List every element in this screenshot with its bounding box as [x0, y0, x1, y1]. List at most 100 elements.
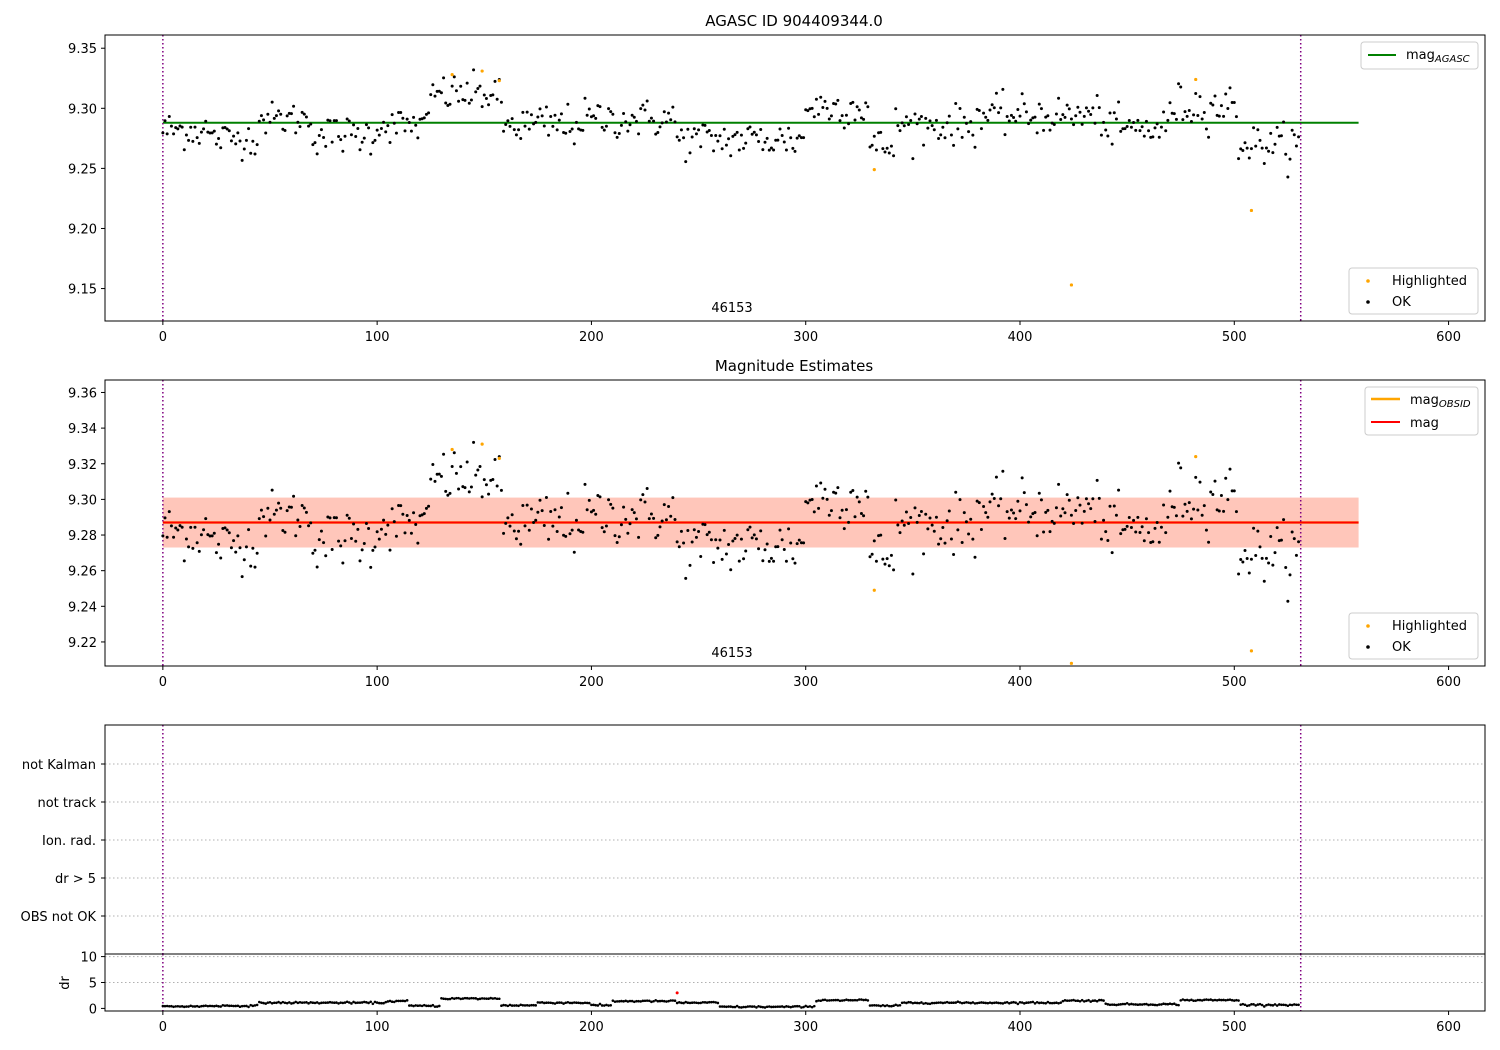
ok-point	[506, 516, 510, 520]
ok-point	[197, 141, 201, 145]
dr-point	[1213, 998, 1217, 1002]
dr-point	[515, 1004, 518, 1007]
ok-point	[1196, 113, 1200, 117]
ok-point	[769, 556, 773, 560]
ok-point	[354, 539, 358, 543]
ok-point	[731, 539, 735, 543]
ok-point	[667, 504, 671, 508]
ok-point	[742, 146, 746, 150]
x-tick-label: 300	[793, 675, 818, 690]
ok-point	[407, 120, 411, 124]
ok-point	[675, 135, 679, 139]
ok-point	[742, 557, 746, 561]
dr-point	[1127, 1003, 1131, 1006]
ok-point	[885, 557, 889, 561]
ok-point	[542, 524, 546, 528]
dr-point	[980, 1001, 983, 1004]
dr-point	[495, 997, 499, 1001]
ok-point	[253, 152, 257, 156]
ok-point	[1202, 504, 1206, 508]
dr-point	[877, 1004, 880, 1007]
dr-point	[1134, 1003, 1138, 1006]
ok-point	[849, 490, 853, 494]
dr-point	[380, 1001, 383, 1005]
ok-point	[379, 126, 383, 130]
ok-point	[892, 154, 896, 158]
dr-point	[508, 1003, 512, 1007]
ok-point	[1211, 103, 1215, 107]
ok-point	[163, 516, 167, 520]
dr-point	[1198, 998, 1202, 1002]
ok-point	[1249, 557, 1253, 561]
ok-point	[982, 504, 986, 508]
ok-point	[412, 511, 416, 515]
ok-point	[652, 516, 656, 520]
ok-point	[1052, 122, 1056, 126]
ok-point	[1076, 105, 1080, 109]
ok-point	[529, 113, 533, 117]
dr-point	[823, 998, 827, 1002]
ok-point	[1234, 510, 1238, 514]
ok-point	[302, 506, 306, 510]
ok-point	[1005, 115, 1009, 119]
dr-point	[502, 1003, 505, 1007]
dr-point	[785, 1005, 788, 1008]
dr-point	[287, 1001, 291, 1004]
dr-point	[1241, 1002, 1245, 1006]
ok-point	[1142, 134, 1146, 138]
ok-point	[1054, 506, 1058, 510]
ok-point	[557, 515, 561, 519]
ok-point	[1144, 517, 1148, 521]
ok-point	[765, 136, 769, 140]
dr-point	[669, 999, 673, 1002]
ok-point	[904, 510, 908, 514]
ok-point	[829, 114, 833, 118]
ok-point	[866, 105, 870, 109]
ok-point	[630, 508, 634, 512]
ok-point	[947, 114, 951, 118]
ok-point	[898, 531, 902, 535]
ok-point	[484, 96, 488, 100]
ok-point	[1009, 508, 1013, 512]
dr-point	[491, 997, 495, 1000]
ok-point	[187, 138, 191, 142]
dr-point	[956, 1000, 960, 1004]
y-tick-label: 9.30	[68, 102, 97, 117]
ok-point	[341, 149, 345, 153]
dr-point	[952, 1001, 955, 1005]
ok-point	[384, 532, 388, 536]
ok-point	[1196, 508, 1200, 512]
ok-point	[677, 545, 681, 549]
ok-point	[1095, 478, 1099, 482]
ok-point	[645, 99, 649, 103]
ok-point	[356, 127, 360, 131]
ok-point	[1241, 149, 1245, 153]
ok-point	[825, 497, 829, 501]
ok-point	[538, 498, 542, 502]
ok-point	[827, 513, 831, 517]
ok-point	[784, 559, 788, 563]
ok-point	[731, 134, 735, 138]
ok-point	[817, 112, 821, 116]
ok-point	[596, 493, 600, 497]
ok-point	[1084, 497, 1088, 501]
ok-point	[892, 568, 896, 572]
dr-point	[707, 1000, 711, 1004]
ok-point	[690, 540, 694, 544]
ok-point	[1033, 115, 1037, 119]
ok-point	[917, 117, 921, 121]
ok-point	[1027, 520, 1031, 524]
dr-point	[275, 1001, 278, 1005]
ok-point	[718, 134, 722, 138]
ok-point	[739, 537, 743, 541]
ok-point	[572, 550, 576, 554]
ok-point	[645, 487, 649, 491]
ok-point	[1256, 529, 1260, 533]
ok-point	[176, 528, 180, 532]
ok-point	[934, 515, 938, 519]
highlighted-point	[1194, 77, 1198, 82]
highlighted-point	[450, 73, 454, 77]
ok-point	[844, 508, 848, 512]
ok-point	[1048, 530, 1052, 534]
